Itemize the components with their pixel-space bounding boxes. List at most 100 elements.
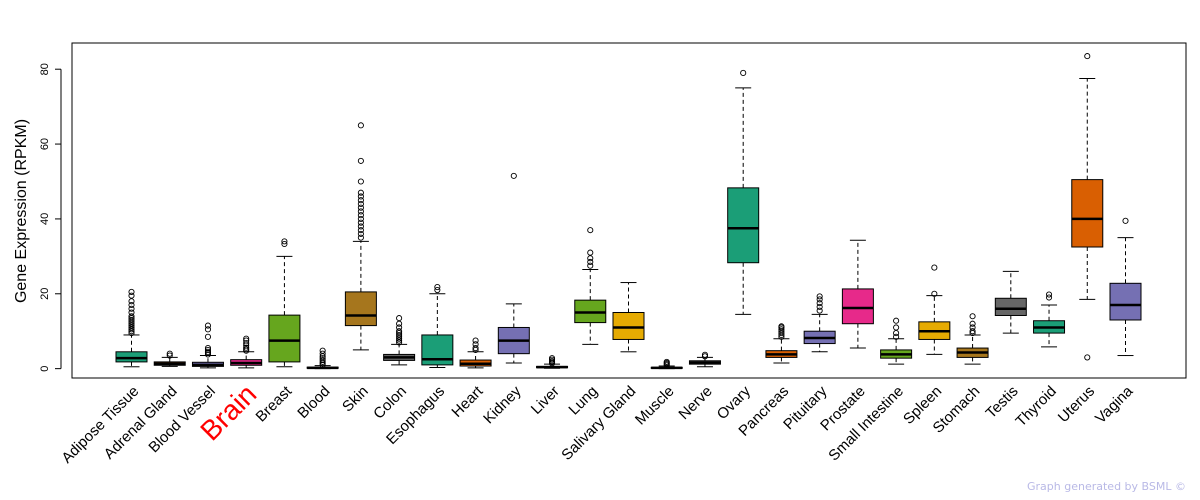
outlier-point (663, 358, 670, 365)
y-axis-title: Gene Expression (RPKM) (13, 119, 30, 303)
outlier-point (548, 355, 556, 362)
outlier-point (204, 326, 212, 333)
outlier-point (128, 316, 135, 324)
box-spleen (918, 264, 951, 355)
box-blood-vessel (191, 322, 224, 369)
outlier-point (128, 292, 135, 299)
box-esophagus (421, 283, 454, 369)
box-adipose-tissue (115, 288, 148, 368)
outlier-point (319, 355, 326, 362)
box-breast (268, 238, 301, 368)
box-liver (536, 355, 569, 369)
x-tick-label-uterus: Uterus (1055, 383, 1098, 426)
outlier-point (778, 323, 785, 330)
outlier-point (128, 298, 135, 305)
outlier-point (166, 352, 173, 359)
outlier-point (816, 293, 823, 300)
outlier-point (166, 350, 173, 357)
outlier-point (893, 317, 900, 324)
outlier-point (243, 344, 250, 351)
outlier-point (434, 283, 441, 291)
outlier-point (357, 212, 364, 219)
box-colon (383, 315, 416, 366)
box-adrenal-gland (153, 350, 186, 367)
outlier-point (969, 313, 976, 320)
outlier-point (434, 286, 441, 294)
iqr-box (727, 187, 760, 264)
outlier-point (357, 234, 364, 241)
outlier-point (204, 348, 212, 355)
outlier-point (969, 324, 976, 331)
box-lung (574, 227, 607, 345)
box-pituitary (803, 293, 836, 353)
outlier-point (357, 208, 364, 215)
outlier-point (396, 328, 403, 335)
iqr-box (994, 297, 1027, 316)
outlier-point (319, 347, 326, 354)
outlier-point (396, 315, 403, 322)
box-brain (230, 335, 263, 369)
outlier-point (357, 189, 364, 196)
outlier-point (1122, 217, 1129, 224)
outlier-point (204, 345, 212, 352)
outlier-point (281, 240, 288, 248)
outlier-point (357, 193, 364, 200)
outlier-point (1045, 291, 1053, 298)
box-testis (994, 270, 1027, 334)
iqr-box (344, 291, 377, 327)
iqr-box (115, 351, 148, 363)
outlier-point (128, 305, 135, 312)
outlier-point (472, 345, 479, 352)
box-heart (459, 337, 492, 369)
y-axis: 0 20 40 60 80 (39, 63, 62, 372)
outlier-point (204, 322, 212, 329)
outlier-point (587, 255, 594, 262)
box-nerve (688, 351, 721, 368)
outlier-point (778, 326, 785, 333)
outlier-point (969, 320, 976, 327)
y-tick-label: 20 (39, 288, 51, 300)
outlier-point (816, 296, 823, 303)
outlier-point (587, 262, 594, 269)
outlier-point (587, 249, 594, 256)
y-tick-label: 60 (39, 138, 51, 150)
outlier-point (281, 238, 288, 245)
outlier-point (816, 300, 823, 307)
outlier-point (1084, 53, 1091, 60)
outlier-point (816, 303, 823, 310)
outlier-point (243, 335, 250, 342)
outlier-point (357, 200, 364, 207)
outlier-point (128, 313, 135, 320)
box-small-intestine (880, 317, 913, 365)
outlier-point (396, 320, 403, 327)
outlier-point (969, 328, 976, 335)
x-tick-label-nerve: Nerve (675, 383, 715, 423)
plot-frame (71, 42, 1187, 379)
box-vagina (1109, 217, 1142, 357)
box-thyroid (1033, 291, 1066, 348)
outlier-point (204, 346, 212, 353)
box-kidney (497, 172, 530, 364)
outlier-point (1045, 294, 1053, 301)
outlier-point (357, 223, 364, 230)
outlier-point (893, 330, 900, 337)
box-skin (344, 122, 377, 351)
iqr-box (1071, 179, 1104, 248)
outlier-point (587, 258, 594, 266)
y-tick-label: 40 (39, 213, 51, 225)
box-prostate (841, 239, 874, 349)
outlier-point (931, 290, 938, 297)
outlier-point (357, 230, 364, 237)
x-tick-label-thyroid: Thyroid (1012, 383, 1059, 430)
outlier-point (128, 301, 135, 309)
outlier-point (396, 331, 403, 339)
outlier-point (740, 69, 747, 76)
x-tick-label-blood: Blood (294, 383, 333, 422)
x-tick-label-muscle: Muscle (632, 383, 678, 429)
box-ovary (727, 69, 760, 315)
outlier-point (931, 264, 938, 271)
outlier-point (357, 227, 364, 234)
y-tick-label: 0 (39, 366, 51, 372)
